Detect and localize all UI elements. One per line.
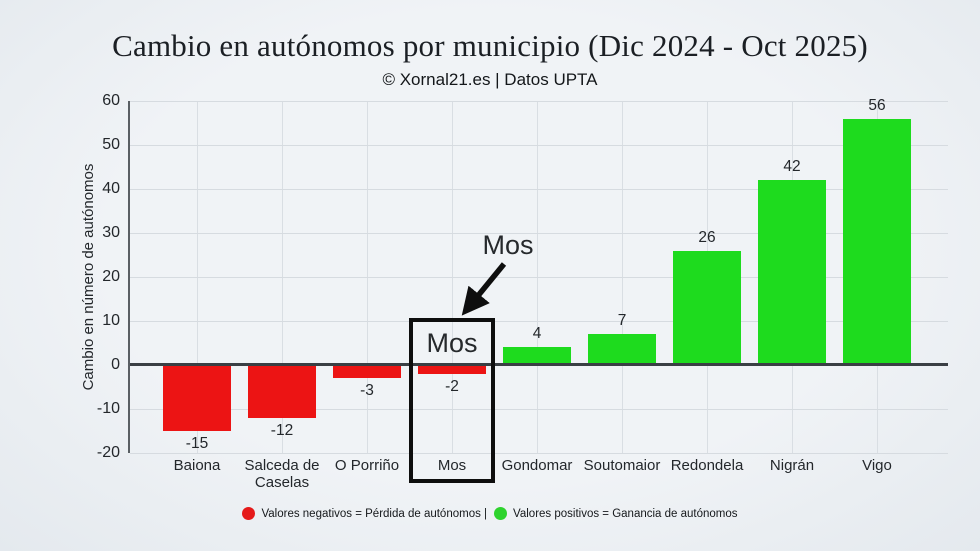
y-tick-label: -10 [96, 400, 120, 417]
bar [163, 365, 231, 431]
y-tick-label: 40 [102, 180, 120, 197]
bar [588, 334, 656, 365]
bar-value-label: -12 [270, 421, 294, 439]
bar [758, 180, 826, 365]
bar-value-label: -2 [445, 377, 459, 395]
x-tick-label: Soutomaior [583, 457, 661, 474]
bar [418, 365, 486, 374]
x-tick-label: Mos [437, 457, 467, 474]
green-dot-icon [494, 507, 508, 520]
x-tick-label: Salceda de Caselas [244, 457, 320, 492]
bar-value-label: -15 [185, 435, 209, 452]
bar [503, 347, 571, 365]
y-axis-spine [128, 101, 130, 453]
x-tick-label: Vigo [862, 457, 892, 474]
highlight-box: Mos [409, 318, 495, 483]
bar [673, 250, 741, 365]
y-tick-label: 30 [102, 224, 120, 241]
bar-value-label: -3 [360, 382, 374, 400]
bar-value-label: 26 [698, 228, 716, 246]
legend-item-positive: Valores positivos = Ganancia de autónomo… [494, 507, 738, 520]
x-axis-zero-line [130, 363, 948, 366]
legend-item-negative: Valores negativos = Pérdida de autónomos… [242, 507, 487, 520]
gridline-horizontal [130, 321, 948, 322]
x-tick-label: Gondomar [501, 457, 573, 474]
chart-title: Cambio en autónomos por municipio (Dic 2… [112, 28, 868, 63]
bar-value-label: 7 [617, 312, 627, 330]
red-dot-icon [242, 507, 256, 520]
y-tick-label: 50 [102, 136, 120, 153]
gridline-horizontal [130, 277, 948, 278]
bar [843, 118, 911, 365]
gridline-horizontal [130, 233, 948, 234]
chart-subtitle: © Xornal21.es | Datos UPTA [382, 70, 598, 89]
gridline-horizontal [130, 453, 948, 454]
y-tick-label: 10 [102, 312, 120, 329]
y-tick-label: 60 [102, 92, 120, 109]
highlight-box-label: Mos [426, 328, 478, 358]
legend-positive-label: Valores positivos = Ganancia de autónomo… [513, 507, 738, 520]
x-tick-label: Baiona [173, 457, 221, 474]
legend: Valores negativos = Pérdida de autónomos… [0, 507, 980, 520]
bar-value-label: 4 [532, 325, 542, 343]
y-tick-label: 20 [102, 268, 120, 285]
gridline-horizontal [130, 101, 948, 102]
bar-value-label: 56 [868, 96, 886, 114]
gridline-horizontal [130, 409, 948, 410]
bar [333, 365, 401, 379]
bar-value-label: 42 [783, 158, 801, 176]
y-tick-label: -20 [96, 444, 120, 461]
x-tick-label: Nigrán [769, 457, 815, 474]
annotation-callout-label: Mos [482, 230, 534, 260]
gridline-horizontal [130, 145, 948, 146]
bar [248, 365, 316, 418]
gridline-horizontal [130, 189, 948, 190]
legend-negative-label: Valores negativos = Pérdida de autónomos… [261, 507, 488, 520]
x-tick-label: Redondela [670, 457, 744, 474]
x-tick-label: O Porriño [334, 457, 400, 474]
arrow-icon [461, 262, 507, 316]
y-tick-label: 0 [111, 356, 120, 373]
